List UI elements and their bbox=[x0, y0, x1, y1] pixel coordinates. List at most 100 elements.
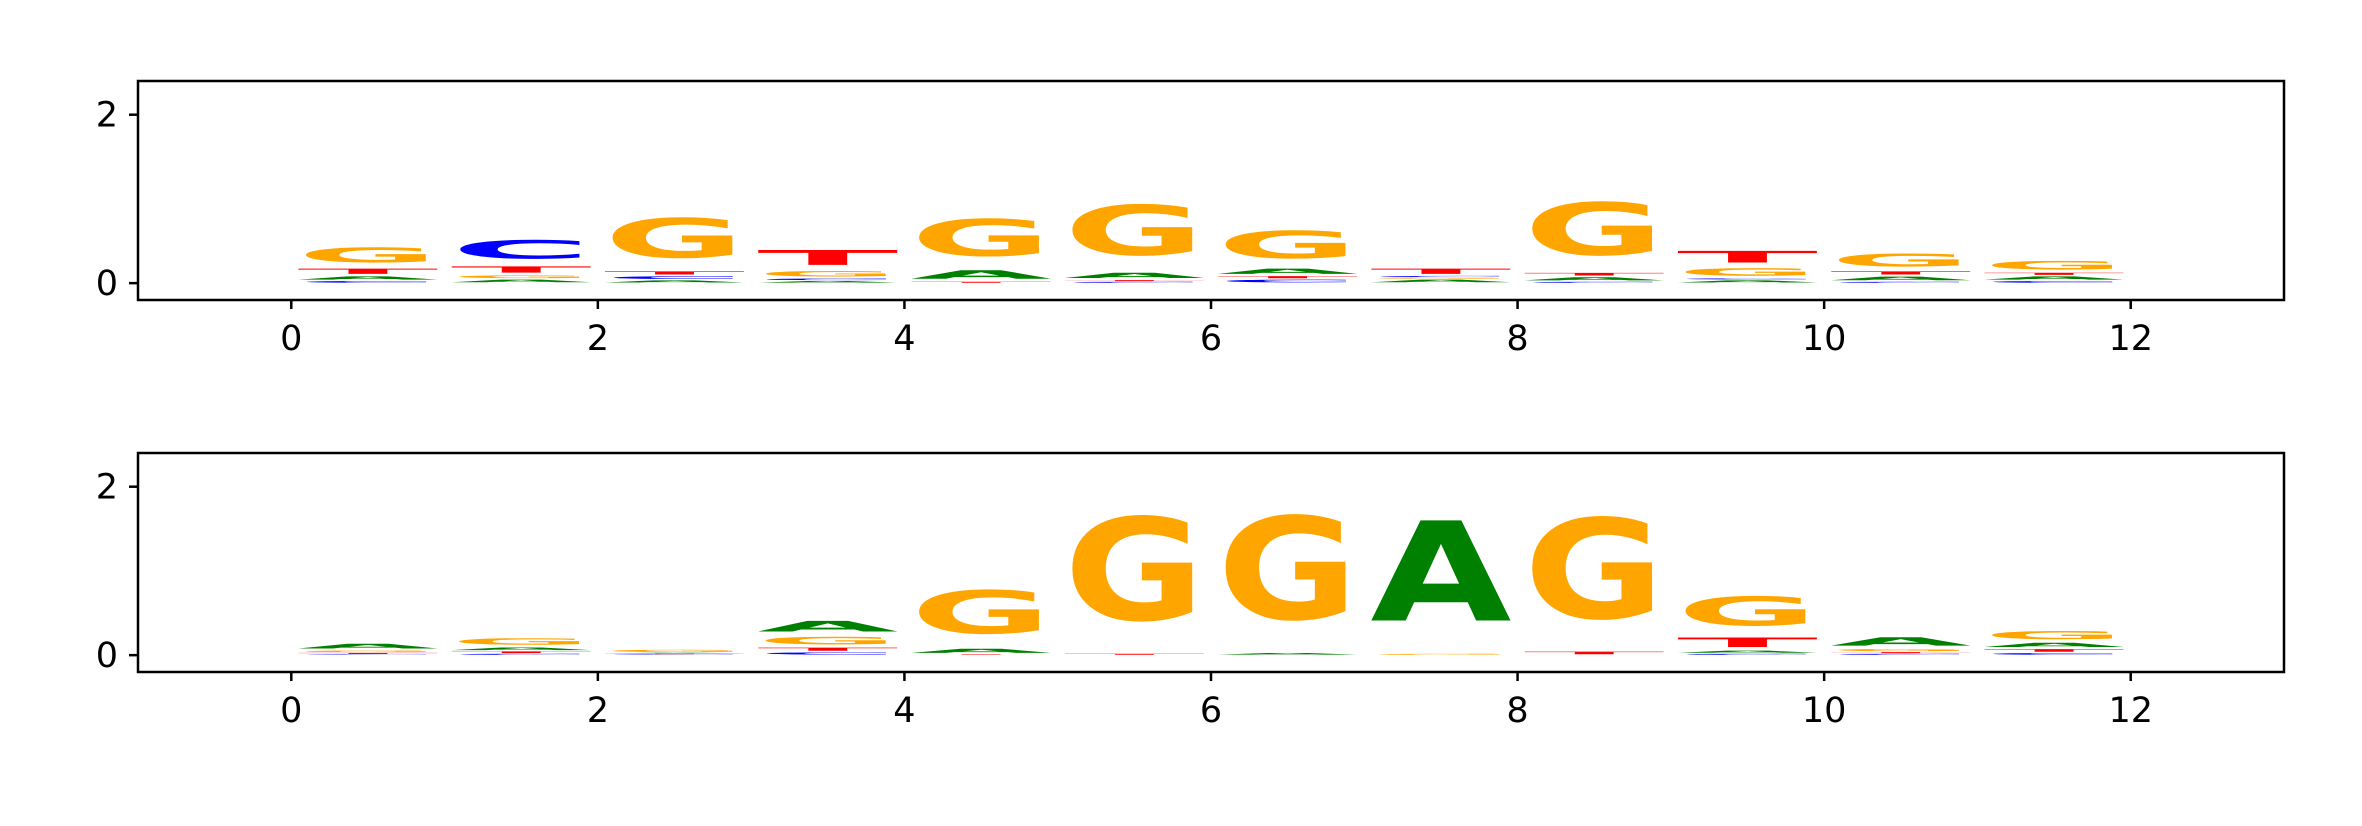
logo-letter-T: T bbox=[911, 654, 1052, 655]
logo-letter-G: G bbox=[1677, 266, 1818, 278]
logo-letter-G: G bbox=[1524, 188, 1665, 272]
logo-letter-C: C bbox=[451, 235, 592, 264]
x-tick-label: 12 bbox=[2108, 691, 2153, 731]
logo-letter-C: C bbox=[757, 278, 898, 281]
logo-letter-T: T bbox=[1064, 280, 1205, 282]
x-tick-label: 0 bbox=[280, 319, 302, 359]
logo-letter-A: A bbox=[604, 280, 745, 283]
logo-letter-G: G bbox=[911, 579, 1052, 648]
logo-letter-G: G bbox=[1064, 191, 1205, 271]
logo-letter-G: G bbox=[1830, 250, 1971, 270]
logo-letter-A: A bbox=[1064, 271, 1205, 279]
logo-letter-G: G bbox=[1064, 490, 1205, 654]
logo-letter-T: T bbox=[1984, 648, 2125, 652]
logo-letter-G: G bbox=[757, 270, 898, 278]
logo-panel-top: CATGAGTCACTGACGTTAGCTAGCTAGAGCTCATGACGTC… bbox=[96, 79, 2286, 359]
logo-letter-C: C bbox=[1370, 276, 1511, 278]
logo-letter-C: C bbox=[604, 654, 745, 655]
x-tick-label: 4 bbox=[893, 319, 915, 359]
x-tick-label: 0 bbox=[280, 691, 302, 731]
logo-letter-C: C bbox=[757, 652, 898, 655]
logo-letter-A: A bbox=[911, 648, 1052, 655]
logo-letter-C: C bbox=[1217, 279, 1358, 283]
logo-letter-A: A bbox=[1984, 642, 2125, 649]
logo-letter-T: T bbox=[1217, 276, 1358, 279]
y-tick-label: 0 bbox=[96, 264, 118, 304]
logo-letter-G: G bbox=[1830, 648, 1971, 651]
logo-letter-A: A bbox=[604, 653, 745, 654]
logo-letter-A: A bbox=[1677, 650, 1818, 653]
logo-letter-T: T bbox=[451, 265, 592, 275]
logo-letter-A: A bbox=[451, 647, 592, 651]
logo-column-8: TG bbox=[1524, 491, 1665, 655]
logo-letter-G: G bbox=[604, 208, 745, 271]
logo-letter-T: T bbox=[1524, 651, 1665, 655]
logo-letter-C: C bbox=[297, 654, 438, 655]
logo-letter-G: G bbox=[297, 243, 438, 267]
logo-column-7: GA bbox=[1370, 494, 1511, 656]
logo-letter-C: C bbox=[604, 276, 745, 280]
x-tick-label: 12 bbox=[2108, 319, 2153, 359]
logo-letter-T: T bbox=[604, 271, 745, 276]
logo-letter-T: T bbox=[1677, 635, 1818, 650]
logo-letter-G: G bbox=[1524, 491, 1665, 651]
logo-letters: CATGAGTCACTGACGTTAGCTAGCTAGAGCTCATGACGTC… bbox=[297, 188, 2125, 283]
logo-letter-C: C bbox=[1830, 281, 1971, 283]
logo-letter-C: C bbox=[1984, 653, 2125, 656]
logo-letter-A: A bbox=[1370, 279, 1511, 283]
logo-letter-A: A bbox=[297, 276, 438, 281]
logo-letter-T: T bbox=[604, 653, 745, 654]
logo-letter-C: C bbox=[1984, 281, 2125, 284]
logo-letter-G: G bbox=[1217, 224, 1358, 268]
logo-letter-G: G bbox=[1677, 589, 1818, 635]
y-tick-label: 0 bbox=[96, 636, 118, 676]
logo-letter-T: T bbox=[757, 647, 898, 652]
logo-letter-G: G bbox=[757, 635, 898, 647]
logo-letter-G: G bbox=[911, 209, 1052, 268]
x-tick-label: 8 bbox=[1506, 319, 1528, 359]
logo-letter-T: T bbox=[1830, 271, 1971, 276]
logo-letter-A: A bbox=[1830, 635, 1971, 648]
logo-letter-G: G bbox=[1984, 259, 2125, 272]
logo-letter-A: A bbox=[1830, 276, 1971, 282]
logo-letter-T: T bbox=[1370, 267, 1511, 275]
logo-letter-G: G bbox=[1217, 489, 1358, 653]
logo-letter-T: T bbox=[451, 651, 592, 654]
logo-letter-G: G bbox=[1370, 277, 1511, 279]
x-tick-label: 6 bbox=[1200, 319, 1222, 359]
logo-letter-T: T bbox=[1984, 272, 2125, 275]
logo-letter-T: T bbox=[1064, 653, 1205, 655]
logo-letter-G: G bbox=[1370, 653, 1511, 655]
logo-letter-T: T bbox=[297, 653, 438, 655]
logo-column-5: TG bbox=[1064, 490, 1205, 656]
logo-letter-C: C bbox=[297, 281, 438, 284]
x-tick-label: 6 bbox=[1200, 691, 1222, 731]
x-tick-label: 10 bbox=[1802, 691, 1847, 731]
logo-letter-A: A bbox=[911, 268, 1052, 281]
logo-letter-G: G bbox=[451, 637, 592, 647]
logo-letter-C: C bbox=[1830, 653, 1971, 655]
logo-letter-C: C bbox=[1524, 281, 1665, 283]
logo-letter-A: A bbox=[757, 281, 898, 284]
logo-letter-C: C bbox=[1677, 653, 1818, 655]
logo-letter-A: A bbox=[1370, 494, 1511, 654]
x-tick-label: 8 bbox=[1506, 691, 1528, 731]
y-tick-label: 2 bbox=[96, 96, 118, 136]
x-tick-label: 10 bbox=[1802, 319, 1847, 359]
